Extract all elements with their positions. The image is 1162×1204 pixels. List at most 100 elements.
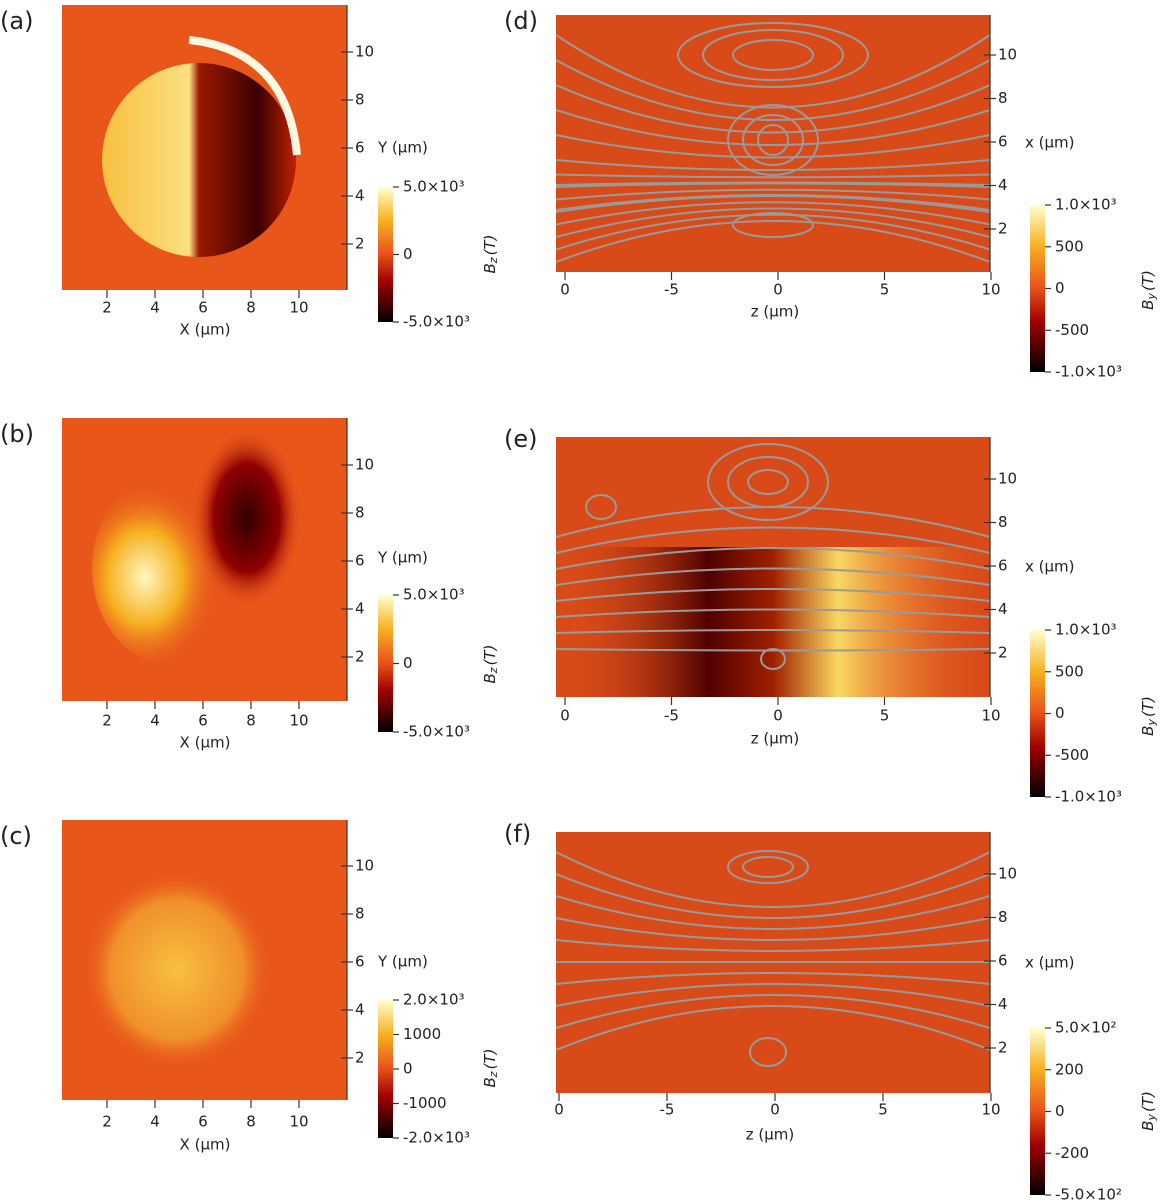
colorbar-tick-label: 5.0×10³ — [403, 178, 465, 196]
colorbar — [1030, 205, 1045, 372]
x-tick-label: 4 — [150, 712, 160, 730]
panel: (e)1086420-50510z (μm)x (μm)1.0×10³5000-… — [504, 425, 1158, 806]
colorbar-label: Bz(T) — [481, 235, 501, 274]
colorbar-tick-label: 0 — [1055, 1102, 1065, 1120]
colorbar-tick-label: -5.0×10³ — [403, 313, 470, 331]
heatmap — [62, 418, 347, 701]
panel-label: (c) — [0, 822, 32, 850]
heatmap — [556, 832, 990, 1093]
unit: (T) — [481, 235, 499, 256]
colorbar — [378, 1000, 393, 1138]
heatmap — [62, 5, 347, 290]
figure: (a)108642246810X (μm)Y (μm)5.0×10³0-5.0×… — [0, 0, 1162, 1204]
x-axis-label: z (μm) — [751, 303, 800, 321]
x-axis-label: z (μm) — [746, 1126, 795, 1144]
x-tick-label: 10 — [981, 707, 1000, 725]
colorbar-tick-label: 500 — [1055, 662, 1084, 680]
y-tick-label: 8 — [998, 908, 1008, 926]
colorbar-label: By(T) — [1139, 1091, 1159, 1131]
colorbar — [1030, 630, 1045, 797]
x-tick-label: 5 — [880, 707, 890, 725]
colorbar-tick-label: -2.0×10³ — [403, 1129, 470, 1147]
y-tick-label: 8 — [998, 513, 1008, 531]
y-tick-label: 10 — [355, 857, 374, 875]
y-tick-label: 4 — [355, 600, 365, 618]
panel-label: (b) — [0, 420, 34, 448]
y-tick-label: 6 — [998, 557, 1008, 575]
y-tick-label: 2 — [998, 1039, 1008, 1057]
colorbar — [378, 187, 393, 322]
subscript: y — [1145, 719, 1158, 727]
y-tick-label: 10 — [355, 456, 374, 474]
x-tick-label: 6 — [198, 1113, 208, 1131]
x-tick-label: 10 — [289, 1113, 308, 1131]
colorbar-tick-label: 1000 — [403, 1025, 441, 1043]
panel: (f)1086420-50510z (μm)x (μm)5.0×10²2000-… — [504, 820, 1158, 1204]
y-tick-label: 6 — [355, 139, 365, 157]
unit: (T) — [481, 645, 499, 666]
y-axis-label: x (μm) — [1025, 134, 1075, 152]
x-tick-label: 8 — [246, 299, 256, 317]
panel-label: (f) — [504, 820, 531, 848]
x-tick-label: 0 — [773, 707, 783, 725]
x-tick-label: 5 — [878, 1101, 888, 1119]
x-tick-label: -5 — [664, 707, 679, 725]
y-tick-label: 8 — [355, 905, 365, 923]
y-tick-label: 4 — [998, 176, 1008, 194]
x-tick-label: 2 — [102, 299, 112, 317]
y-tick-label: 6 — [355, 552, 365, 570]
x-tick-label: 10 — [289, 299, 308, 317]
y-tick-label: 2 — [998, 220, 1008, 238]
panel-label: (d) — [504, 7, 538, 35]
x-tick-label: 8 — [246, 1113, 256, 1131]
unit: (T) — [1139, 696, 1157, 717]
x-tick-label: 2 — [102, 712, 112, 730]
y-tick-label: 4 — [998, 995, 1008, 1013]
colorbar — [378, 595, 393, 732]
unit: (T) — [481, 1049, 499, 1070]
colorbar-tick-label: 0 — [403, 654, 413, 672]
x-tick-label: 2 — [102, 1113, 112, 1131]
colorbar-tick-label: -5.0×10² — [1055, 1186, 1122, 1204]
y-tick-label: 2 — [355, 648, 365, 666]
y-axis-label: x (μm) — [1025, 954, 1075, 972]
panel: (d)1086420-50510z (μm)x (μm)1.0×10³5000-… — [504, 7, 1158, 381]
x-tick-label: 5 — [880, 281, 890, 299]
colorbar-tick-label: 0 — [1055, 279, 1065, 297]
subscript: z — [487, 667, 500, 674]
y-tick-label: 6 — [998, 952, 1008, 970]
colorbar-tick-label: -1.0×10³ — [1055, 363, 1122, 381]
y-tick-label: 8 — [355, 504, 365, 522]
symbol: B — [1139, 1121, 1157, 1131]
x-tick-label: 0 — [560, 707, 570, 725]
x-tick-label: 6 — [198, 299, 208, 317]
colorbar-tick-label: 2.0×10³ — [403, 991, 465, 1009]
disc — [102, 63, 296, 257]
x-tick-label: -5 — [660, 1101, 675, 1119]
x-tick-label: 6 — [198, 712, 208, 730]
dark — [192, 428, 302, 608]
colorbar-tick-label: -500 — [1055, 746, 1089, 764]
glow — [82, 870, 272, 1070]
heatmap — [556, 15, 990, 272]
y-axis-label: Y (μm) — [377, 953, 428, 971]
colorbar-tick-label: 0 — [1055, 704, 1065, 722]
unit: (T) — [1139, 270, 1157, 291]
subscript: z — [487, 1071, 500, 1078]
subscript: y — [1145, 293, 1158, 301]
y-tick-label: 8 — [355, 91, 365, 109]
colorbar-tick-label: -200 — [1055, 1144, 1089, 1162]
y-tick-label: 6 — [998, 133, 1008, 151]
x-axis-label: X (μm) — [180, 1136, 231, 1154]
colorbar-tick-label: -5.0×10³ — [403, 723, 470, 741]
y-axis-label: x (μm) — [1025, 558, 1075, 576]
symbol: B — [481, 263, 499, 273]
y-tick-label: 2 — [355, 1049, 365, 1067]
x-tick-label: 0 — [770, 1101, 780, 1119]
subscript: y — [1145, 1114, 1158, 1122]
y-tick-label: 6 — [355, 953, 365, 971]
colorbar-label: By(T) — [1139, 696, 1159, 736]
x-tick-label: 4 — [150, 299, 160, 317]
y-tick-label: 10 — [998, 865, 1017, 883]
y-tick-label: 10 — [355, 43, 374, 61]
